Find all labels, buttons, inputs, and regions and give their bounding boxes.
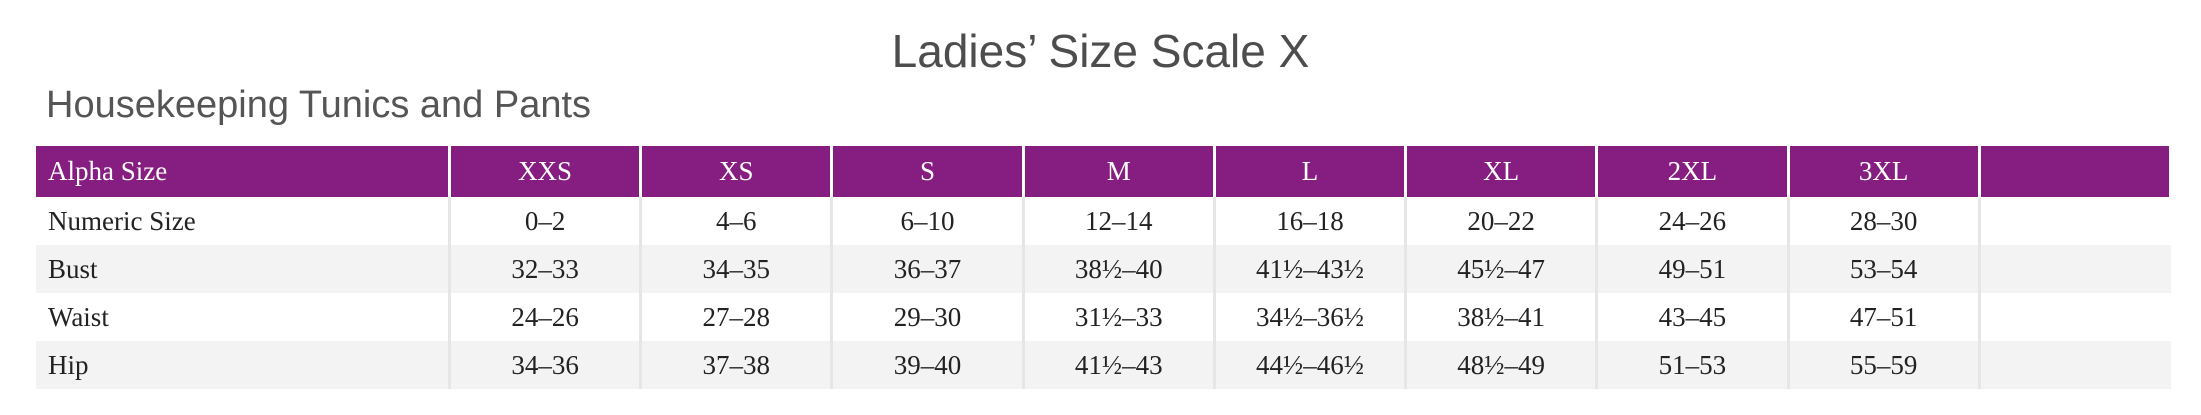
cell: 53–54	[1786, 245, 1981, 293]
empty-cell	[1977, 293, 2171, 341]
row-label: Bust	[36, 245, 451, 293]
cell: 39–40	[830, 341, 1025, 389]
cell: 20–22	[1404, 197, 1599, 245]
cell: 34–36	[447, 341, 643, 389]
header-cell: 2XL	[1595, 146, 1790, 197]
header-cell: Alpha Size	[36, 146, 451, 197]
cell: 31½–33	[1021, 293, 1216, 341]
cell: 38½–40	[1021, 245, 1216, 293]
cell: 36–37	[830, 245, 1025, 293]
table-row: Hip 34–36 37–38 39–40 41½–43 44½–46½ 48½–49 51–…	[36, 341, 2171, 389]
table-row: Bust 32–33 34–35 36–37 38½–40 41½–43½ 45½–47 49…	[36, 245, 2171, 293]
cell: 6–10	[830, 197, 1025, 245]
cell: 51–53	[1595, 341, 1790, 389]
header-cell: XXS	[447, 146, 643, 197]
header-cell: S	[830, 146, 1025, 197]
cell: 34–35	[639, 245, 834, 293]
cell: 44½–46½	[1212, 341, 1408, 389]
cell: 16–18	[1212, 197, 1408, 245]
row-label: Waist	[36, 293, 451, 341]
header-row: Alpha Size XXS XS S M L XL 2XL 3XL	[36, 146, 2173, 197]
cell: 41½–43	[1021, 341, 1216, 389]
cell: 41½–43½	[1212, 245, 1408, 293]
cell: 49–51	[1595, 245, 1790, 293]
header-cell: XL	[1404, 146, 1599, 197]
cell: 43–45	[1595, 293, 1790, 341]
cell: 24–26	[447, 293, 643, 341]
cell: 28–30	[1786, 197, 1981, 245]
empty-cell	[1977, 245, 2171, 293]
cell: 47–51	[1786, 293, 1981, 341]
cell: 38½–41	[1404, 293, 1599, 341]
cell: 24–26	[1595, 197, 1790, 245]
row-label: Numeric Size	[36, 197, 451, 245]
cell: 55–59	[1786, 341, 1981, 389]
cell: 4–6	[639, 197, 834, 245]
size-table: Alpha Size XXS XS S M L XL 2XL 3XL Numeric Size 0–…	[36, 146, 2173, 389]
header-cell: M	[1021, 146, 1216, 197]
subtitle: Housekeeping Tunics and Pants	[46, 84, 592, 126]
empty-cell	[1977, 197, 2171, 245]
header-cell: 3XL	[1786, 146, 1981, 197]
cell: 12–14	[1021, 197, 1216, 245]
header-cell: XS	[639, 146, 834, 197]
cell: 0–2	[447, 197, 643, 245]
table-row: Numeric Size 0–2 4–6 6–10 12–14 16–18 20–22 24–…	[36, 197, 2171, 245]
title: Ladies’ Size Scale X	[891, 25, 1310, 77]
row-label: Hip	[36, 341, 451, 389]
cell: 32–33	[447, 245, 643, 293]
cell: 27–28	[639, 293, 834, 341]
cell: 45½–47	[1404, 245, 1599, 293]
empty-cell	[1977, 341, 2171, 389]
empty-cell	[1977, 146, 2173, 197]
cell: 37–38	[639, 341, 834, 389]
header-cell: L	[1212, 146, 1408, 197]
cell: 34½–36½	[1212, 293, 1408, 341]
cell: 29–30	[830, 293, 1025, 341]
table-row: Waist 24–26 27–28 29–30 31½–33 34½–36½ 38½–41 4…	[36, 293, 2171, 341]
cell: 48½–49	[1404, 341, 1599, 389]
